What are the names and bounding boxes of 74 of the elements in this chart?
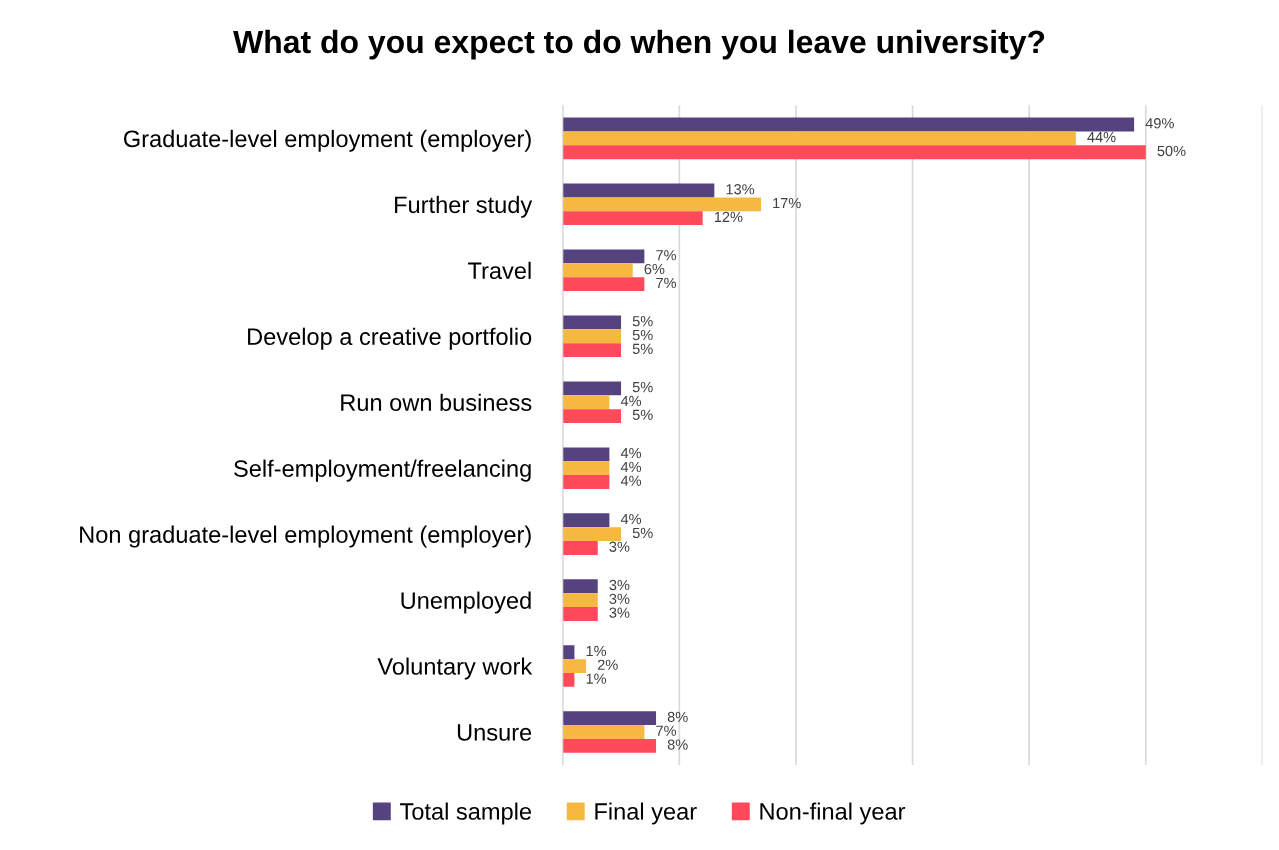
- bar: [562, 579, 598, 594]
- data-label: 3%: [609, 593, 630, 605]
- data-label: 1%: [586, 645, 607, 657]
- data-label: 5%: [632, 343, 653, 355]
- data-label: 3%: [609, 579, 630, 591]
- bar: [562, 527, 622, 542]
- data-label: 3%: [609, 607, 630, 618]
- bar: [562, 659, 587, 673]
- bar: [562, 329, 622, 344]
- bar: [562, 409, 622, 423]
- bar: [562, 131, 1076, 146]
- y-tick-label: Unsure: [457, 724, 532, 741]
- bar: [562, 475, 610, 489]
- data-label: 8%: [667, 711, 688, 723]
- bar: [562, 541, 598, 555]
- data-label: 5%: [632, 316, 653, 327]
- bar: [562, 315, 622, 330]
- legend-label: Total sample: [400, 802, 532, 825]
- data-label: 5%: [632, 382, 653, 393]
- legend-label: Non-final year: [760, 802, 906, 825]
- bar: [562, 447, 610, 462]
- data-label: 4%: [620, 461, 642, 473]
- data-label: 50%: [1157, 145, 1186, 157]
- bar: [562, 277, 645, 292]
- bar: [562, 461, 610, 476]
- y-tick-label: Self-employment/freelancing: [234, 459, 531, 482]
- y-tick-label: Develop a creative portfolio: [248, 327, 532, 350]
- bar: [562, 211, 703, 226]
- y-tick-label: Unemployed: [401, 591, 531, 614]
- bar: [562, 183, 715, 198]
- data-label: 2%: [597, 659, 618, 670]
- data-label: 4%: [620, 513, 642, 525]
- legend-label: Final year: [595, 802, 697, 825]
- bar: [562, 725, 645, 739]
- y-tick-label: Non graduate-level employment (employer): [80, 525, 531, 548]
- data-label: 7%: [656, 277, 677, 289]
- data-label: 7%: [656, 725, 677, 736]
- bar: [562, 607, 598, 621]
- data-label: 4%: [620, 447, 642, 459]
- data-label: 5%: [632, 527, 653, 539]
- data-label: 44%: [1087, 132, 1116, 143]
- data-label: 5%: [632, 409, 653, 420]
- bar: [562, 395, 610, 410]
- data-label: 17%: [773, 197, 801, 209]
- data-label: 4%: [620, 395, 642, 407]
- y-tick-label: Further study: [395, 195, 533, 218]
- bar: [562, 513, 610, 528]
- bar: [562, 197, 761, 212]
- bar: [562, 145, 1146, 160]
- data-label: 3%: [609, 541, 630, 552]
- bar: [562, 381, 622, 396]
- y-tick-label: Graduate-level employment (employer): [124, 129, 531, 152]
- chart-title: What do you expect to do when you leave university?: [233, 29, 1045, 60]
- bar: [562, 343, 622, 358]
- data-label: 49%: [1145, 118, 1174, 129]
- y-tick-label: Voluntary work: [377, 657, 533, 680]
- data-label: 4%: [620, 475, 642, 486]
- bar: [562, 263, 633, 278]
- bar: [562, 593, 598, 608]
- data-label: 7%: [656, 250, 677, 261]
- data-label: 8%: [667, 739, 688, 750]
- bar: [562, 672, 575, 687]
- bar: [562, 117, 1135, 132]
- data-label: 6%: [644, 263, 665, 275]
- bar: [562, 645, 575, 660]
- data-label: 5%: [632, 329, 653, 341]
- bar: [562, 738, 657, 753]
- data-label: 13%: [726, 184, 755, 195]
- bar: [562, 249, 645, 264]
- bar: [562, 711, 657, 726]
- y-tick-label: Run own business: [341, 393, 532, 412]
- data-label: 1%: [586, 673, 607, 684]
- data-label: 12%: [714, 211, 743, 223]
- y-tick-label: Travel: [468, 261, 531, 280]
